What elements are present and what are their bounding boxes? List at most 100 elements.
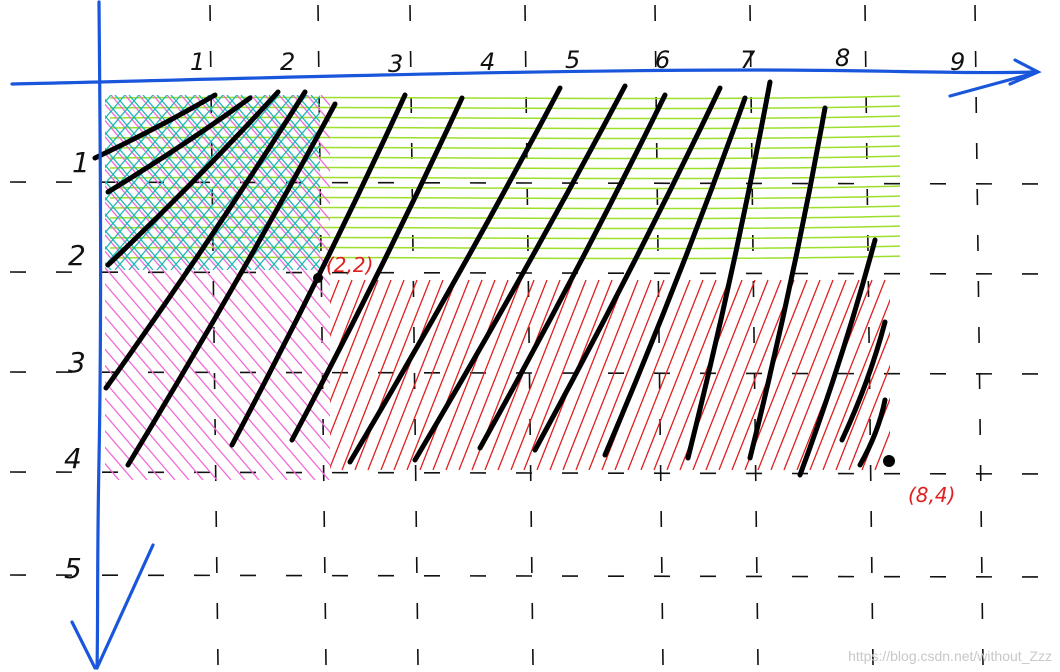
cyan-hatch-line bbox=[282, 95, 320, 140]
black-hatch-stroke bbox=[797, 237, 878, 478]
cyan-hatch-line bbox=[105, 115, 238, 270]
point-b: (8,4) bbox=[883, 455, 955, 507]
red-hatch-line bbox=[640, 279, 717, 470]
red-hatch-line bbox=[770, 279, 847, 470]
black-hatch-stroke bbox=[477, 92, 668, 451]
x-tick-label-3: 3 bbox=[388, 50, 403, 78]
cyan-hatch-line bbox=[105, 196, 168, 270]
pink-hatch-line bbox=[105, 119, 330, 385]
pink-hatch-line bbox=[105, 397, 176, 480]
cyan-hatch-line bbox=[105, 95, 140, 136]
grid-v-5 bbox=[654, 4, 664, 666]
red-hatch-line bbox=[367, 279, 444, 470]
x-axis-arrowhead bbox=[948, 58, 1042, 98]
red-hatch-line bbox=[614, 279, 691, 470]
x-axis bbox=[10, 68, 1037, 86]
pink-hatch-line bbox=[105, 152, 330, 417]
red-hatch-line bbox=[510, 279, 587, 470]
cyan-hatch-line bbox=[212, 95, 320, 221]
pink-hatch-line bbox=[152, 95, 330, 303]
pink-hatch-line bbox=[105, 234, 316, 480]
pink-hatch-line bbox=[236, 95, 330, 205]
y-tick-label-1: 1 bbox=[72, 146, 90, 179]
cyan-hatch-line bbox=[0, 95, 55, 270]
cyan-hatch-line bbox=[226, 95, 320, 205]
cyan-hatch-line bbox=[423, 95, 573, 270]
red-hatch-line bbox=[653, 279, 730, 470]
x-tick-labels: 1 2 3 4 5 6 7 8 9 bbox=[190, 44, 965, 78]
red-hatch-line bbox=[393, 279, 470, 470]
x-tick-label-1: 1 bbox=[190, 48, 205, 76]
green-hatch-line bbox=[109, 145, 900, 150]
cyan-hatch-line bbox=[105, 213, 154, 270]
pink-hatch-line bbox=[124, 95, 330, 336]
red-hatch-line bbox=[432, 279, 509, 470]
green-hatch-line bbox=[109, 185, 900, 190]
grid-v-7 bbox=[864, 4, 874, 666]
green-hatch-line bbox=[109, 115, 900, 120]
pink-hatch-line bbox=[105, 332, 232, 480]
pink-hatch-line bbox=[138, 95, 330, 319]
cyan-hatch-line bbox=[128, 95, 280, 270]
red-hatch-line bbox=[718, 279, 795, 470]
black-hatch-stroke bbox=[602, 95, 748, 458]
pink-hatch-line bbox=[105, 168, 330, 434]
x-tick-label-8: 8 bbox=[835, 44, 850, 72]
black-hatch-stroke bbox=[103, 89, 308, 391]
red-hatch-line bbox=[523, 279, 600, 470]
red-hatch-line bbox=[848, 364, 890, 470]
cyan-hatch-line bbox=[105, 95, 154, 152]
cyan-hatch-line bbox=[254, 95, 320, 172]
pink-hatch-line bbox=[110, 95, 330, 352]
cyan-hatch-line bbox=[268, 209, 320, 270]
y-axis-arrowhead bbox=[70, 543, 155, 670]
pink-hatch-line bbox=[105, 217, 330, 480]
red-hatch-line bbox=[575, 279, 652, 470]
cyan-hatch-line bbox=[198, 95, 320, 238]
pink-hatch-line bbox=[222, 95, 330, 221]
red-hatch-line bbox=[330, 279, 366, 371]
black-hatch-stroke bbox=[747, 105, 828, 461]
pink-hatch-line bbox=[0, 95, 77, 480]
red-hatch-line bbox=[330, 279, 392, 437]
cyan-hatch-line bbox=[156, 95, 308, 270]
red-hatch-line bbox=[341, 279, 418, 470]
green-hatch-line bbox=[109, 235, 900, 240]
cyan-hatch-line bbox=[0, 95, 55, 270]
pink-hatch-line bbox=[0, 95, 63, 480]
grid-h-4 bbox=[9, 471, 1056, 475]
red-hatch-line bbox=[744, 279, 821, 470]
red-hatch-line bbox=[497, 279, 574, 470]
red-hatch-line bbox=[354, 279, 431, 470]
green-hatch-line bbox=[109, 155, 900, 160]
red-hatch-line bbox=[874, 430, 890, 470]
black-hatch-stroke bbox=[532, 85, 723, 453]
pink-hatch-line bbox=[105, 446, 134, 480]
pink-hatch-line bbox=[194, 95, 330, 254]
black-hatch-stroke bbox=[105, 89, 281, 268]
red-hatch-line bbox=[666, 279, 743, 470]
x-tick-label-7: 7 bbox=[740, 46, 756, 74]
cyan-hatch-line bbox=[105, 98, 252, 270]
cyan-hatch-line bbox=[423, 95, 573, 270]
pink-hatch-line bbox=[278, 95, 330, 156]
cyan-hatch-line bbox=[105, 229, 140, 270]
pink-hatch-region bbox=[0, 95, 330, 480]
cyan-hatch-line bbox=[268, 95, 320, 156]
point-b-dot bbox=[883, 455, 895, 467]
red-hatch-line bbox=[783, 279, 860, 470]
black-hatch-stroke bbox=[289, 95, 465, 443]
y-tick-label-2: 2 bbox=[68, 239, 86, 272]
pink-hatch-line bbox=[0, 95, 49, 480]
point-b-label: (8,4) bbox=[908, 483, 955, 507]
red-hatch-line bbox=[705, 279, 782, 470]
axes bbox=[10, 0, 1042, 670]
grid-v-3 bbox=[409, 4, 419, 666]
black-hatch-stroke bbox=[229, 92, 408, 448]
pink-hatch-line bbox=[105, 315, 246, 480]
pink-hatch-line bbox=[166, 95, 330, 287]
green-hatch-line bbox=[109, 255, 900, 260]
x-tick-label-2: 2 bbox=[280, 48, 295, 76]
black-hatch-stroke bbox=[92, 92, 218, 161]
